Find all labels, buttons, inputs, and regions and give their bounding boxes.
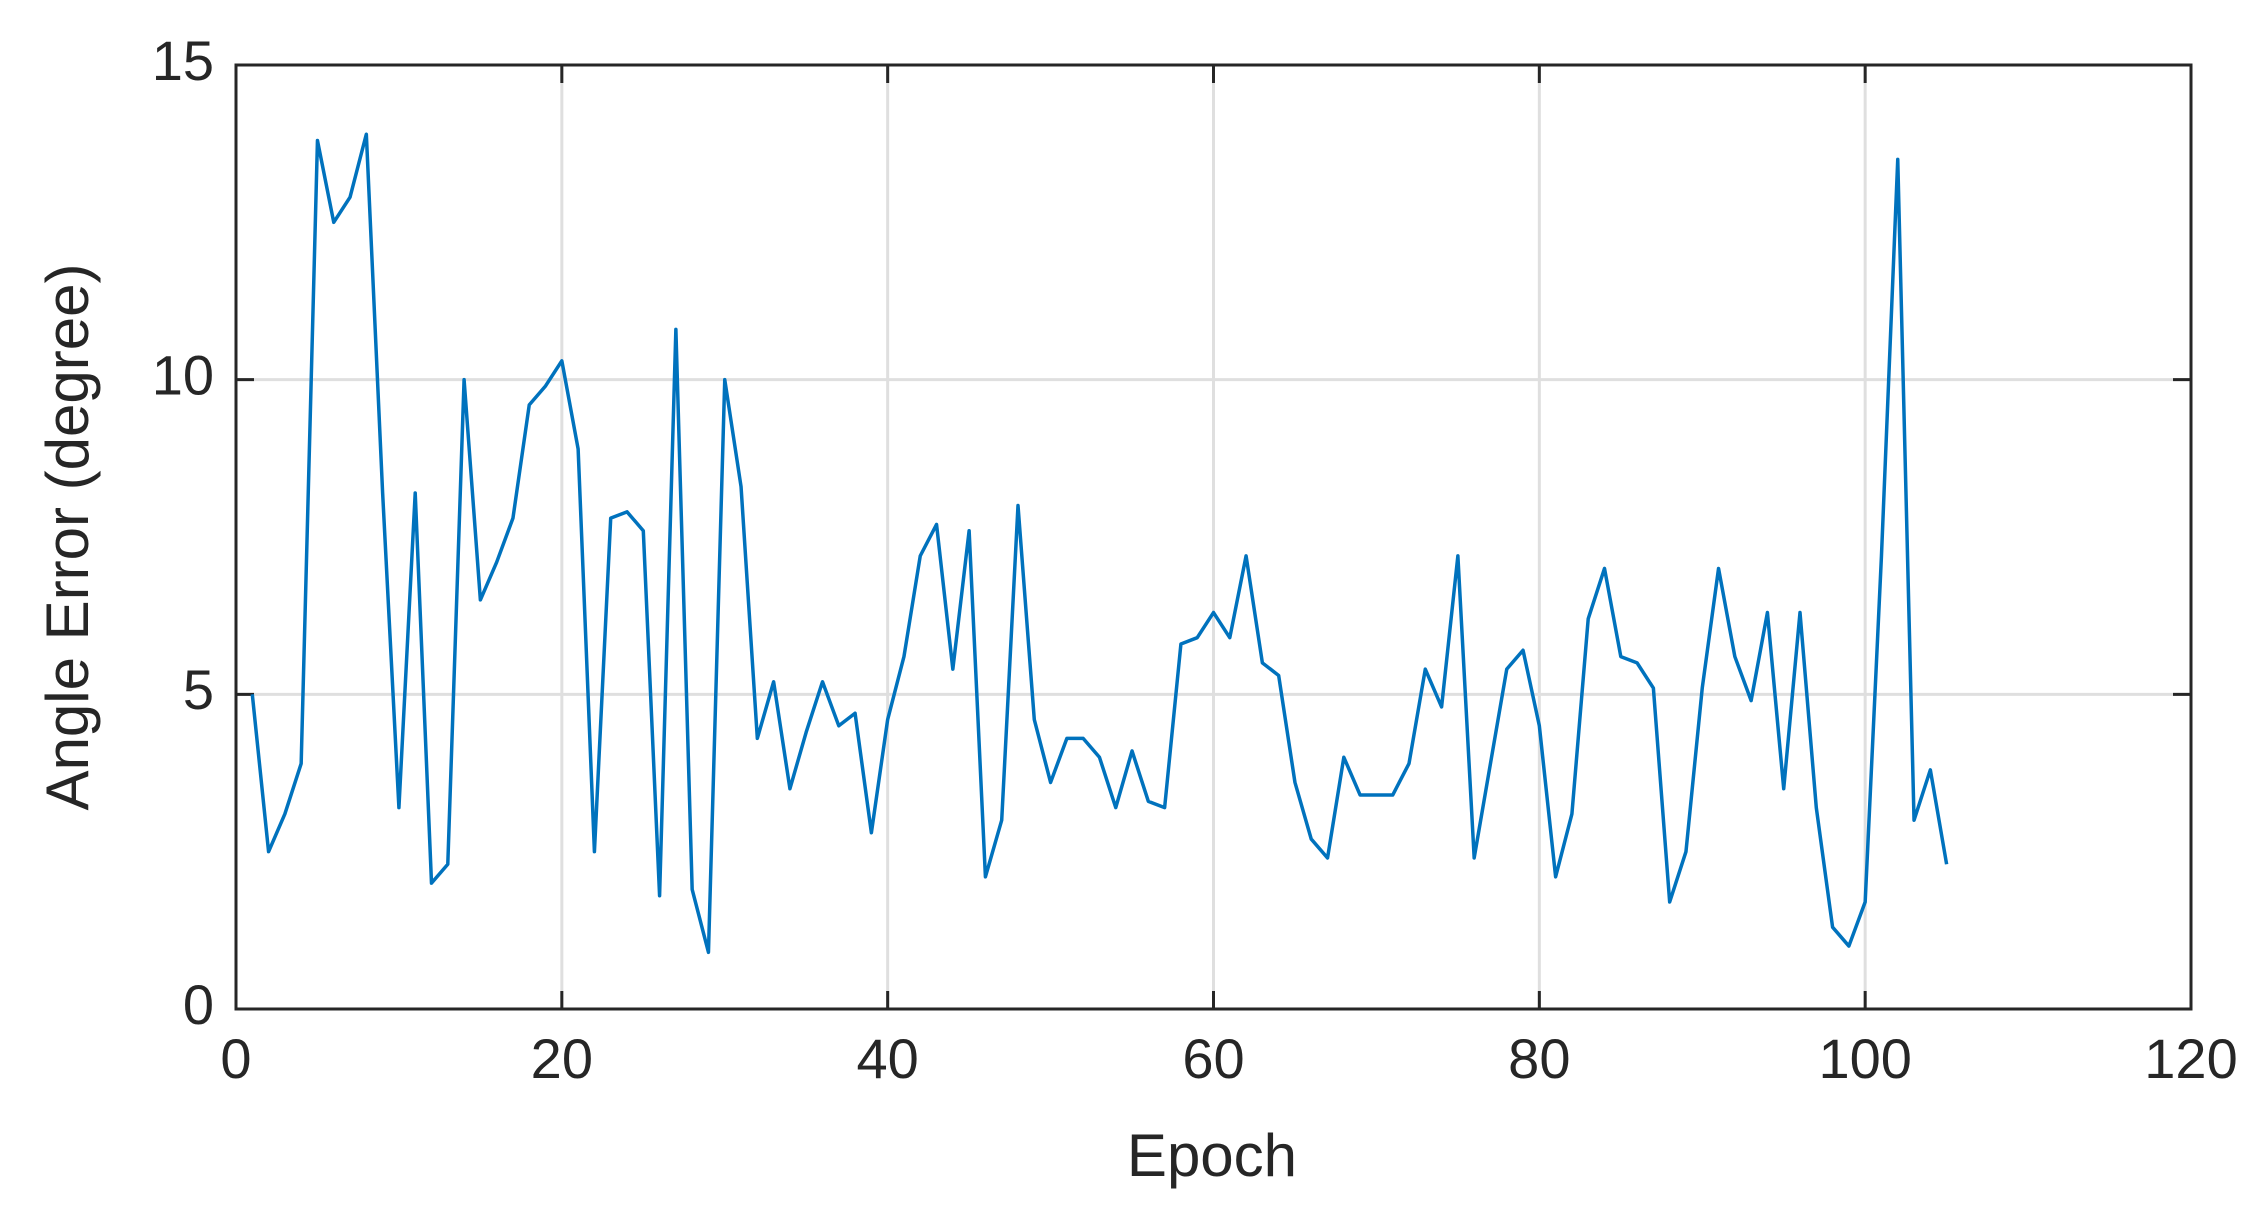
axes-box: [234, 63, 2193, 1011]
y-axis-label: Angle Error (degree): [34, 264, 101, 811]
data-line: [250, 132, 1949, 955]
x-tick-label: 60: [1182, 1027, 1244, 1090]
x-tick-label: 120: [2144, 1027, 2237, 1090]
y-tick-label: 15: [152, 29, 214, 92]
x-tick-label: 20: [531, 1027, 593, 1090]
x-tick-label: 40: [857, 1027, 919, 1090]
x-tick-label: 100: [1818, 1027, 1911, 1090]
y-tick-label: 0: [183, 973, 214, 1036]
x-axis-label: Epoch: [1127, 1122, 1297, 1189]
x-tick-label: 0: [220, 1027, 251, 1090]
y-tick-label: 10: [152, 343, 214, 406]
y-tick-label: 5: [183, 658, 214, 721]
x-tick-label: 80: [1508, 1027, 1570, 1090]
